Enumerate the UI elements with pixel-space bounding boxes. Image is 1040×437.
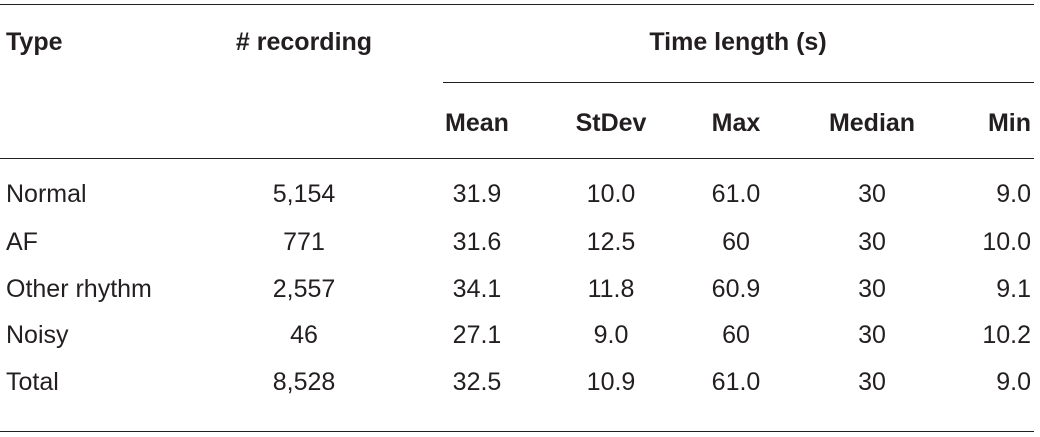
cell-mean: 31.9	[452, 180, 502, 208]
cell-min: 9.0	[996, 368, 1031, 396]
table-top-rule	[0, 4, 1034, 5]
header-mean: Mean	[445, 109, 509, 137]
cell-max: 60	[722, 228, 750, 256]
cell-recording: 5,154	[272, 180, 336, 208]
cell-stdev: 10.0	[586, 180, 636, 208]
cell-mean: 31.6	[452, 228, 502, 256]
cell-min: 9.1	[996, 275, 1031, 303]
cell-recording: 46	[290, 321, 318, 349]
cell-type: Normal	[6, 180, 87, 208]
cell-recording: 771	[283, 228, 325, 256]
cell-median: 30	[858, 275, 886, 303]
cell-max: 61.0	[711, 368, 761, 396]
cell-mean: 32.5	[452, 368, 502, 396]
cell-stdev: 12.5	[586, 228, 636, 256]
cell-mean: 27.1	[452, 321, 502, 349]
cell-stdev: 10.9	[586, 368, 636, 396]
cell-max: 61.0	[711, 180, 761, 208]
cell-type: Other rhythm	[6, 275, 152, 303]
header-median: Median	[828, 109, 916, 137]
cell-median: 30	[858, 228, 886, 256]
cell-median: 30	[858, 321, 886, 349]
cell-min: 10.0	[982, 228, 1031, 256]
cell-min: 9.0	[996, 180, 1031, 208]
time-length-group-rule	[443, 82, 1034, 83]
header-recording: # recording	[235, 28, 373, 56]
cell-median: 30	[858, 180, 886, 208]
cell-median: 30	[858, 368, 886, 396]
cell-max: 60	[722, 321, 750, 349]
header-min: Min	[987, 109, 1031, 137]
cell-type: Total	[6, 368, 59, 396]
header-bottom-rule	[0, 158, 1034, 159]
cell-stdev: 9.0	[593, 321, 629, 349]
cell-max: 60.9	[711, 275, 761, 303]
cell-stdev: 11.8	[587, 275, 635, 303]
header-stdev: StDev	[575, 109, 647, 137]
header-type: Type	[6, 28, 63, 56]
cell-recording: 8,528	[272, 368, 336, 396]
cell-mean: 34.1	[452, 275, 502, 303]
cell-recording: 2,557	[272, 275, 336, 303]
header-max: Max	[711, 109, 761, 137]
header-time-length: Time length (s)	[649, 28, 827, 56]
cell-type: AF	[6, 228, 38, 256]
cell-type: Noisy	[6, 321, 69, 349]
table-bottom-rule	[0, 431, 1034, 432]
cell-min: 10.2	[982, 321, 1031, 349]
